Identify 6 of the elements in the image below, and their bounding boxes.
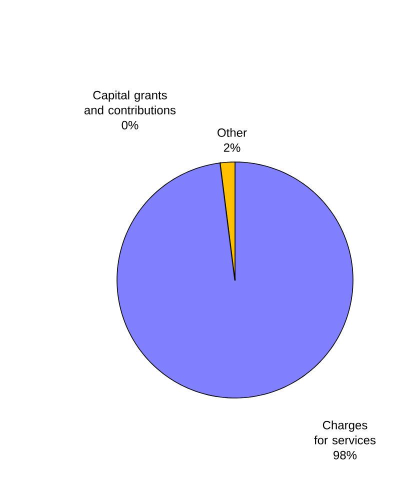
data-label: 98%: [334, 450, 357, 460]
data-label: 2%: [224, 143, 240, 152]
text: 0%: [122, 120, 138, 130]
slice-label: Charges for services: [314, 420, 376, 444]
category-label: Capital grants and contributions: [84, 90, 176, 114]
slice-label: Other: [218, 128, 247, 137]
